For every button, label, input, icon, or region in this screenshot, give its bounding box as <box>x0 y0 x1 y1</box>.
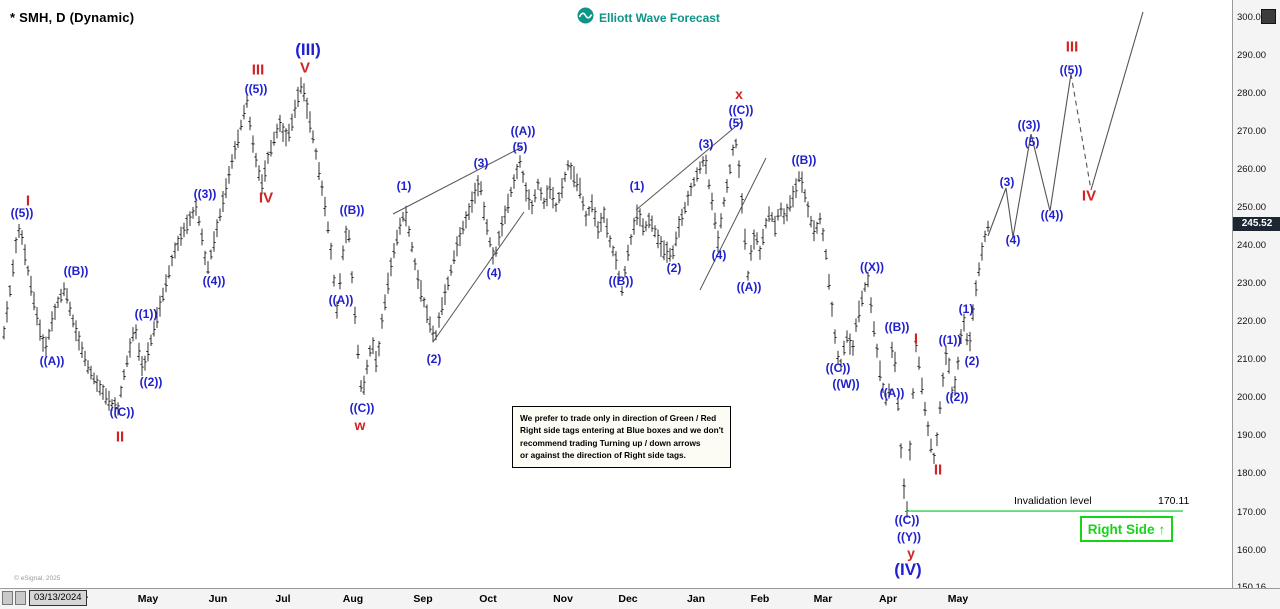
price-tick-label: 280.00 <box>1237 88 1267 100</box>
price-tick-label: 150.16 <box>1237 582 1266 593</box>
month-label: Mar <box>813 593 833 605</box>
brand-logo-icon <box>577 7 594 29</box>
note-line: recommend trading Turning up / down arro… <box>520 437 701 448</box>
month-label: Nov <box>553 593 573 605</box>
symbol-title: * SMH, D (Dynamic) <box>10 10 135 25</box>
month-label: Jul <box>275 593 291 605</box>
price-tick-label: 260.00 <box>1237 164 1267 176</box>
month-label: Feb <box>750 593 770 605</box>
last-price-badge: 245.52 <box>1233 217 1280 232</box>
price-tick-label: 210.00 <box>1237 354 1267 366</box>
price-tick-label: 220.00 <box>1237 316 1267 328</box>
forecast-path <box>1090 11 1144 191</box>
brand-logo: Elliott Wave Forecast <box>577 7 720 29</box>
note-line: We prefer to trade only in direction of … <box>520 413 717 423</box>
brand-name: Elliott Wave Forecast <box>599 11 720 25</box>
price-tick-label: 160.00 <box>1237 544 1267 556</box>
month-label: Apr <box>878 593 898 605</box>
window-control-button[interactable] <box>1261 9 1276 24</box>
nav-button-2[interactable] <box>15 591 26 605</box>
forecast-path <box>987 73 1072 238</box>
month-label: Dec <box>618 593 638 605</box>
price-axis[interactable]: 245.52 300.00 290.00 280.00 270.00 260.00 250… <box>1232 0 1280 593</box>
month-label: Oct <box>479 593 497 605</box>
note-line: or against the direction of Right side t… <box>520 450 686 461</box>
trading-note-box: We prefer to trade only in direction of … <box>512 406 732 468</box>
note-line: Right side tags entering at Blue boxes a… <box>520 425 724 436</box>
price-tick-label: 300.00 <box>1237 12 1267 23</box>
trendline <box>432 211 525 343</box>
month-label: Aug <box>342 593 364 605</box>
forecast-path-dashed <box>1070 73 1092 191</box>
month-label: May <box>137 593 159 605</box>
price-tick-label: 200.00 <box>1237 392 1267 404</box>
month-label: Sep <box>413 593 433 605</box>
invalidation-level-value: 170.11 <box>1158 495 1190 507</box>
right-side-tag: Right Side ↑ <box>1080 516 1173 542</box>
price-bars <box>2 77 990 518</box>
trendline <box>699 157 767 291</box>
trendline <box>635 121 742 211</box>
price-tick-label: 270.00 <box>1237 126 1267 138</box>
copyright-text: © eSignal, 2025 <box>14 575 61 582</box>
nav-button-1[interactable] <box>2 591 13 605</box>
month-label: May <box>947 593 969 605</box>
price-tick-label: 230.00 <box>1237 278 1267 290</box>
up-arrow-icon: ↑ <box>1158 521 1166 537</box>
month-label: Jan <box>686 593 706 605</box>
invalidation-level-label: Invalidation level <box>1014 495 1092 507</box>
chart-nav-toolbar <box>2 591 26 605</box>
month-label: Jun <box>208 593 228 605</box>
price-tick-label: 290.00 <box>1237 50 1267 62</box>
price-tick-label: 240.00 <box>1237 240 1267 252</box>
price-tick-label: 250.00 <box>1237 202 1267 214</box>
price-chart-svg[interactable] <box>0 0 1232 588</box>
price-tick-label: 190.00 <box>1237 430 1267 442</box>
right-side-label: Right Side <box>1087 521 1155 537</box>
price-tick-label: 170.00 <box>1237 506 1267 518</box>
price-tick-label: 180.00 <box>1237 468 1267 480</box>
trendline <box>392 146 523 215</box>
time-axis[interactable]: Elliott Wave Forecast Update 05.13.2025 … <box>0 588 1280 609</box>
start-date-box[interactable]: 03/13/2024 <box>29 590 87 606</box>
